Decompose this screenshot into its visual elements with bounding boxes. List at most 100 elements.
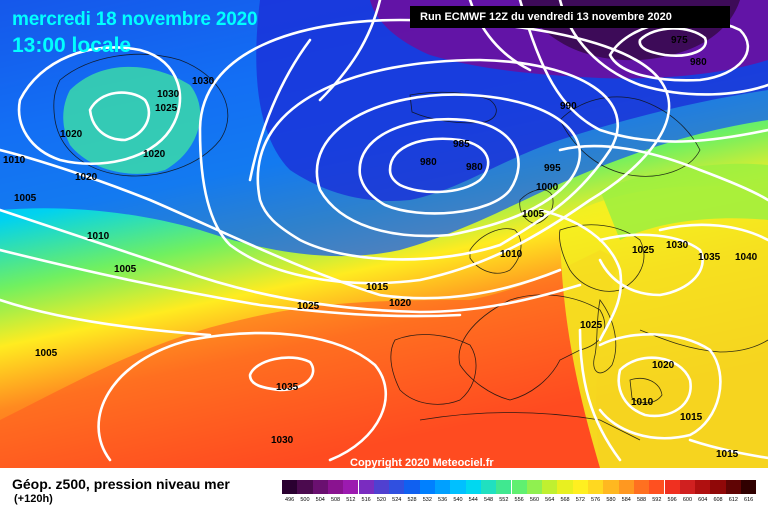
color-scale-label: 500 — [300, 497, 310, 503]
color-scale-swatch — [649, 480, 665, 494]
color-scale-label: 504 — [315, 497, 325, 503]
color-scale-swatch — [358, 480, 374, 494]
color-scale-label: 580 — [606, 497, 616, 503]
pressure-label: 980 — [420, 157, 437, 168]
pressure-label: 1020 — [75, 172, 98, 183]
color-scale-label: 608 — [713, 497, 723, 503]
color-scale-swatch — [725, 480, 741, 494]
forecast-map: 1030 1030 1025 1020 1020 1020 1010 1005 … — [0, 0, 768, 468]
color-scale-swatch — [312, 480, 328, 494]
pressure-label: 1010 — [87, 231, 110, 242]
pressure-label: 1010 — [500, 249, 523, 260]
color-scale-label: 520 — [376, 497, 387, 503]
color-scale-swatch — [511, 480, 527, 494]
color-scale-swatch — [664, 480, 680, 494]
color-scale-swatch — [710, 480, 726, 494]
color-scale-swatch — [480, 480, 497, 494]
pressure-label: 1005 — [114, 264, 137, 275]
color-scale-label: 528 — [407, 497, 417, 503]
color-scale-label: 508 — [330, 497, 341, 503]
color-scale-label: 564 — [545, 497, 555, 503]
pressure-label: 1010 — [3, 155, 26, 166]
color-scale-label: 512 — [346, 497, 356, 503]
color-scale-label: 516 — [361, 497, 371, 503]
pressure-label: 1030 — [271, 435, 294, 446]
pressure-label: 1025 — [632, 245, 655, 256]
forecast-date: mercredi 18 novembre 2020 — [12, 9, 258, 30]
color-scale-swatch — [526, 480, 543, 494]
z500-greenland-ridge — [63, 66, 201, 174]
color-scale-swatch — [435, 480, 451, 494]
pressure-label: 1015 — [680, 412, 703, 423]
color-scale-swatch — [343, 480, 359, 494]
z500-eastern-ridge — [560, 186, 768, 468]
color-scale-label: 560 — [529, 497, 540, 503]
color-scale-swatch — [327, 480, 344, 494]
copyright: Copyright 2020 Meteociel.fr — [350, 457, 494, 469]
z500-east-green — [600, 163, 768, 240]
pressure-label: 990 — [560, 101, 577, 112]
color-scale-label: 568 — [560, 497, 570, 503]
color-scale-label: 604 — [698, 497, 708, 503]
color-scale-label: 544 — [468, 497, 478, 503]
pressure-label: 1020 — [60, 129, 83, 140]
pressure-label: 980 — [690, 57, 707, 68]
color-scale-label: 612 — [728, 497, 738, 503]
color-scale-swatch — [679, 480, 696, 494]
pressure-label: 1005 — [522, 209, 545, 220]
pressure-label: 1025 — [580, 320, 603, 331]
color-scale-swatch — [389, 480, 405, 494]
color-scale-label: 548 — [483, 497, 494, 503]
pressure-label: 1010 — [631, 397, 654, 408]
color-scale-swatch — [542, 480, 558, 494]
pressure-label: 1025 — [297, 301, 320, 312]
color-scale-label: 616 — [744, 497, 754, 503]
forecast-time: 13:00 locale — [12, 34, 132, 57]
color-scale-label: 532 — [422, 497, 432, 503]
color-scale-label: 584 — [621, 497, 631, 503]
color-scale-swatch — [282, 480, 298, 494]
color-scale-swatch — [297, 480, 313, 494]
color-scale-label: 556 — [514, 497, 524, 503]
color-scale-swatch — [373, 480, 390, 494]
pressure-label: 1030 — [192, 76, 215, 87]
pressure-label: 975 — [671, 35, 688, 46]
pressure-label: 1025 — [155, 103, 178, 114]
color-scale-swatch — [741, 480, 757, 494]
pressure-label: 985 — [453, 139, 470, 150]
color-scale-label: 496 — [285, 497, 295, 503]
pressure-label: 1015 — [366, 282, 389, 293]
pressure-label: 1030 — [157, 89, 180, 100]
pressure-label: 1000 — [536, 182, 559, 193]
forecast-lead-time: (+120h) — [14, 493, 53, 505]
z500-ridge-zone — [0, 250, 620, 468]
pressure-labels: 1030 1030 1025 1020 1020 1020 1010 1005 … — [3, 35, 758, 460]
color-scale-swatch — [603, 480, 619, 494]
color-scale-swatch — [557, 480, 573, 494]
model-run-banner: Run ECMWF 12Z du vendredi 13 novembre 20… — [410, 6, 730, 28]
pressure-label: 1020 — [652, 360, 675, 371]
color-scale-swatch — [695, 480, 711, 494]
color-scale-label: 576 — [591, 497, 601, 503]
pressure-label: 1030 — [666, 240, 689, 251]
pressure-label: 1005 — [14, 193, 37, 204]
pressure-label: 1020 — [143, 149, 166, 160]
color-scale-swatch — [633, 480, 650, 494]
pressure-label: 1015 — [716, 449, 739, 460]
color-scale-label: 588 — [636, 497, 647, 503]
pressure-label: 1035 — [276, 382, 299, 393]
color-scale-label: 524 — [392, 497, 402, 503]
pressure-label: 995 — [544, 163, 561, 174]
color-scale-swatch — [618, 480, 634, 494]
color-scale-label: 596 — [667, 497, 677, 503]
pressure-label: 980 — [466, 162, 483, 173]
color-scale-label: 552 — [499, 497, 509, 503]
isobars — [0, 0, 768, 460]
pressure-label: 1035 — [698, 252, 721, 263]
pressure-label: 1020 — [389, 298, 412, 309]
pressure-label: 1040 — [735, 252, 758, 263]
color-scale-swatch — [496, 480, 512, 494]
color-scale-label: 572 — [575, 497, 585, 503]
color-scale-swatch — [588, 480, 604, 494]
